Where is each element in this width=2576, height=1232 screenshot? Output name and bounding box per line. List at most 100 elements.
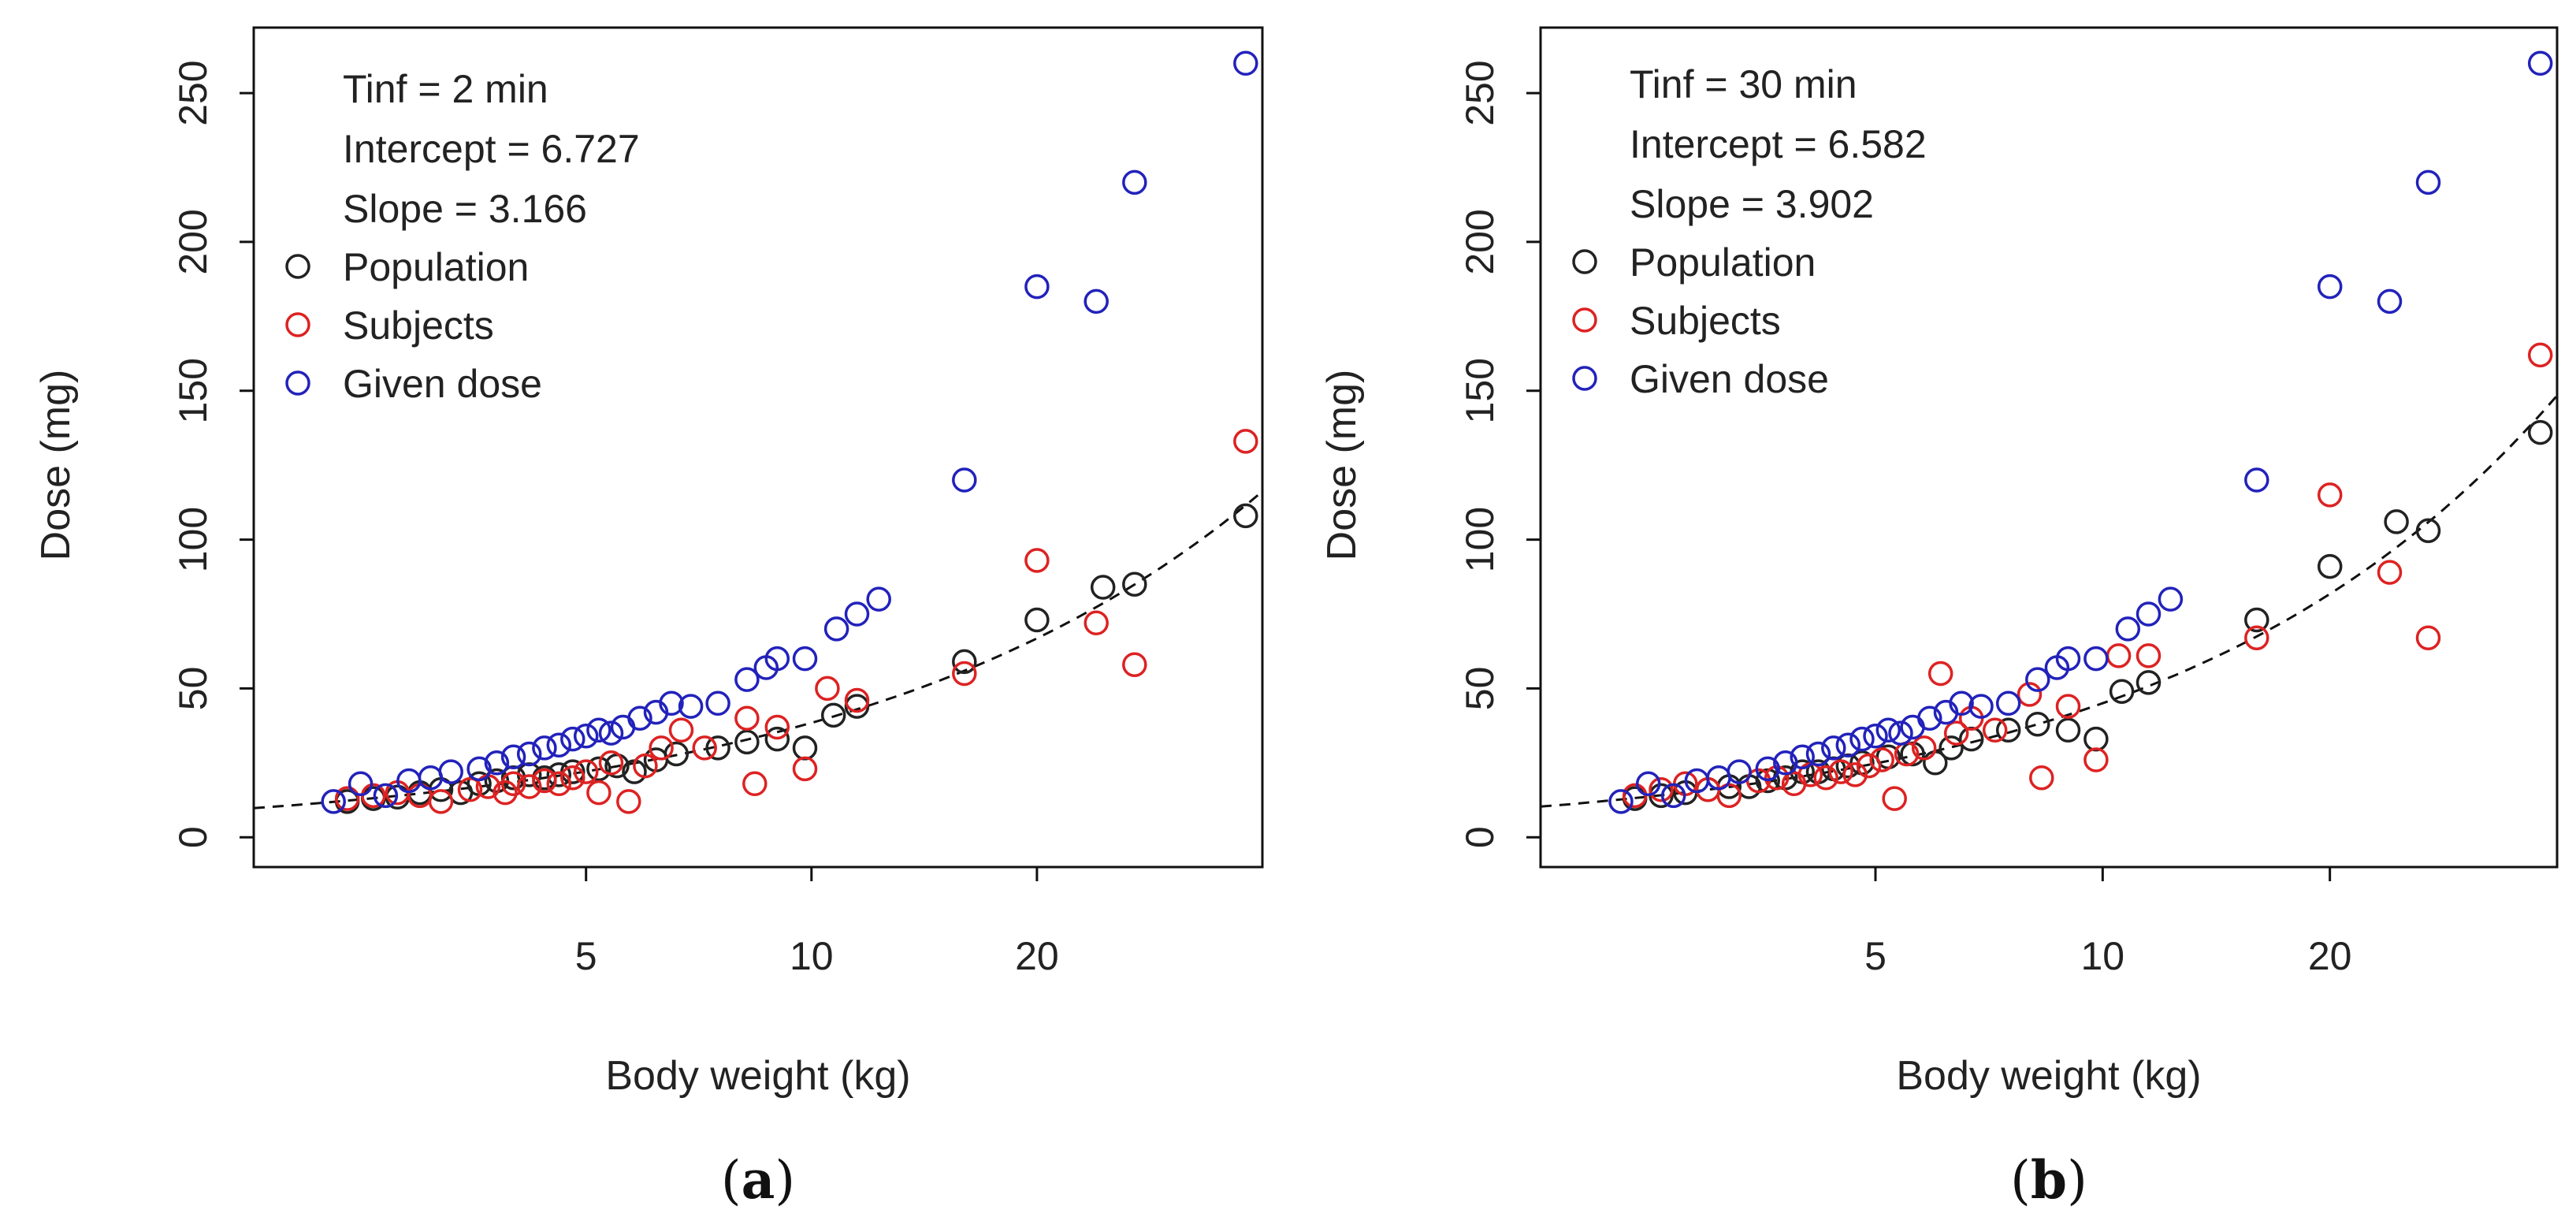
point-subjects bbox=[1882, 786, 1907, 811]
annotation-slope: Slope = 3.902 bbox=[1630, 182, 1874, 226]
point-population bbox=[1233, 503, 1258, 529]
point-given-dose bbox=[2527, 50, 2553, 76]
point-given-dose bbox=[734, 667, 760, 692]
point-subjects bbox=[2136, 643, 2162, 668]
legend-marker-given-dose bbox=[285, 370, 310, 396]
point-given-dose bbox=[2415, 169, 2441, 195]
y-tick-label: 100 bbox=[171, 507, 215, 572]
y-tick-label: 250 bbox=[171, 60, 215, 125]
point-population bbox=[2244, 607, 2269, 633]
point-population bbox=[1995, 717, 2021, 743]
y-tick-label: 50 bbox=[1458, 667, 1502, 711]
point-subjects bbox=[573, 759, 599, 784]
point-subjects bbox=[1813, 765, 1838, 791]
point-given-dose bbox=[1805, 741, 1831, 767]
point-subjects bbox=[1084, 610, 1109, 636]
point-given-dose bbox=[348, 771, 374, 797]
legend-marker-population bbox=[285, 254, 310, 279]
point-subjects bbox=[1911, 735, 1937, 761]
point-subjects bbox=[633, 753, 658, 779]
point-given-dose bbox=[1863, 724, 1888, 749]
point-given-dose bbox=[467, 756, 492, 782]
point-subjects bbox=[692, 735, 717, 761]
y-tick-label: 150 bbox=[171, 358, 215, 423]
point-given-dose bbox=[2055, 646, 2081, 672]
point-subjects bbox=[2415, 625, 2441, 650]
point-given-dose bbox=[573, 724, 599, 749]
point-subjects bbox=[546, 771, 572, 797]
point-subjects bbox=[516, 774, 542, 799]
point-given-dose bbox=[1727, 759, 1752, 784]
point-given-dose bbox=[1122, 169, 1147, 195]
point-given-dose bbox=[546, 732, 572, 757]
point-given-dose bbox=[1949, 690, 1974, 716]
point-subjects bbox=[2055, 694, 2081, 719]
y-axis-label: Dose (mg) bbox=[1319, 370, 1365, 561]
point-subjects bbox=[1842, 762, 1868, 787]
legend-label-given-dose: Given dose bbox=[343, 362, 542, 406]
point-given-dose bbox=[1875, 717, 1901, 743]
point-given-dose bbox=[373, 783, 399, 809]
annotation-tinf: Tinf = 30 min bbox=[1630, 62, 1857, 106]
axis-ticks: 0 50 100 150 200 250 5 10 20 bbox=[1458, 60, 2351, 978]
plot-frame bbox=[252, 26, 1264, 869]
point-subjects bbox=[844, 687, 870, 713]
point-given-dose bbox=[516, 741, 542, 767]
point-given-dose bbox=[1024, 274, 1050, 300]
point-subjects bbox=[1828, 759, 1853, 784]
point-given-dose bbox=[484, 750, 510, 776]
point-given-dose bbox=[705, 690, 730, 716]
point-population bbox=[820, 702, 846, 728]
point-given-dose bbox=[866, 586, 891, 612]
y-tick-label: 0 bbox=[171, 826, 215, 848]
point-population bbox=[1939, 735, 1964, 761]
point-subjects bbox=[764, 714, 790, 740]
point-subjects bbox=[1869, 747, 1894, 772]
panel-label-b: (b) bbox=[2010, 1149, 2087, 1211]
x-axis-label: Body weight (kg) bbox=[605, 1053, 910, 1099]
point-population bbox=[2384, 509, 2409, 534]
point-subjects bbox=[668, 717, 694, 743]
point-subjects bbox=[1943, 720, 1969, 746]
legend-label-population: Population bbox=[343, 245, 529, 289]
point-given-dose bbox=[952, 467, 977, 493]
point-given-dose bbox=[1635, 771, 1661, 797]
plot-frame bbox=[1539, 26, 2559, 869]
fit-line bbox=[253, 490, 1263, 810]
point-given-dose bbox=[321, 789, 346, 814]
point-population bbox=[586, 756, 611, 782]
point-subjects bbox=[500, 771, 526, 797]
y-tick-label: 200 bbox=[171, 209, 215, 274]
point-population bbox=[764, 726, 790, 752]
legend-marker-subjects bbox=[1572, 307, 1597, 333]
point-subjects bbox=[493, 780, 518, 806]
legend-marker-subjects bbox=[285, 312, 310, 337]
point-given-dose bbox=[1755, 756, 1781, 782]
panel-a: 0 50 100 150 200 250 5 10 20 Tinf = 2 min Interc… bbox=[33, 26, 1264, 1211]
point-subjects bbox=[586, 780, 611, 806]
y-axis-label: Dose (mg) bbox=[33, 370, 79, 561]
annotation-block: Tinf = 30 min Intercept = 6.582 Slope = … bbox=[1630, 62, 1927, 226]
point-subjects bbox=[952, 661, 977, 687]
point-given-dose bbox=[1888, 720, 1913, 746]
point-population bbox=[664, 741, 690, 767]
point-subjects bbox=[532, 768, 557, 794]
point-given-dose bbox=[598, 720, 624, 746]
annotation-block: Tinf = 2 min Intercept = 6.727 Slope = 3… bbox=[343, 67, 640, 231]
point-given-dose bbox=[1968, 694, 1994, 719]
point-population bbox=[2109, 679, 2135, 704]
annotation-tinf: Tinf = 2 min bbox=[343, 67, 548, 111]
x-tick-label: 5 bbox=[575, 934, 597, 978]
annotation-intercept: Intercept = 6.582 bbox=[1630, 122, 1927, 166]
point-population bbox=[844, 694, 870, 719]
point-given-dose bbox=[627, 705, 652, 731]
point-given-dose bbox=[792, 646, 818, 672]
point-subjects bbox=[1649, 777, 1674, 802]
point-subjects bbox=[734, 705, 760, 731]
legend: Population Subjects Given dose bbox=[1572, 240, 1829, 401]
point-given-dose bbox=[1233, 50, 1258, 76]
legend-label-subjects: Subjects bbox=[1630, 299, 1781, 343]
point-population bbox=[2055, 717, 2081, 743]
